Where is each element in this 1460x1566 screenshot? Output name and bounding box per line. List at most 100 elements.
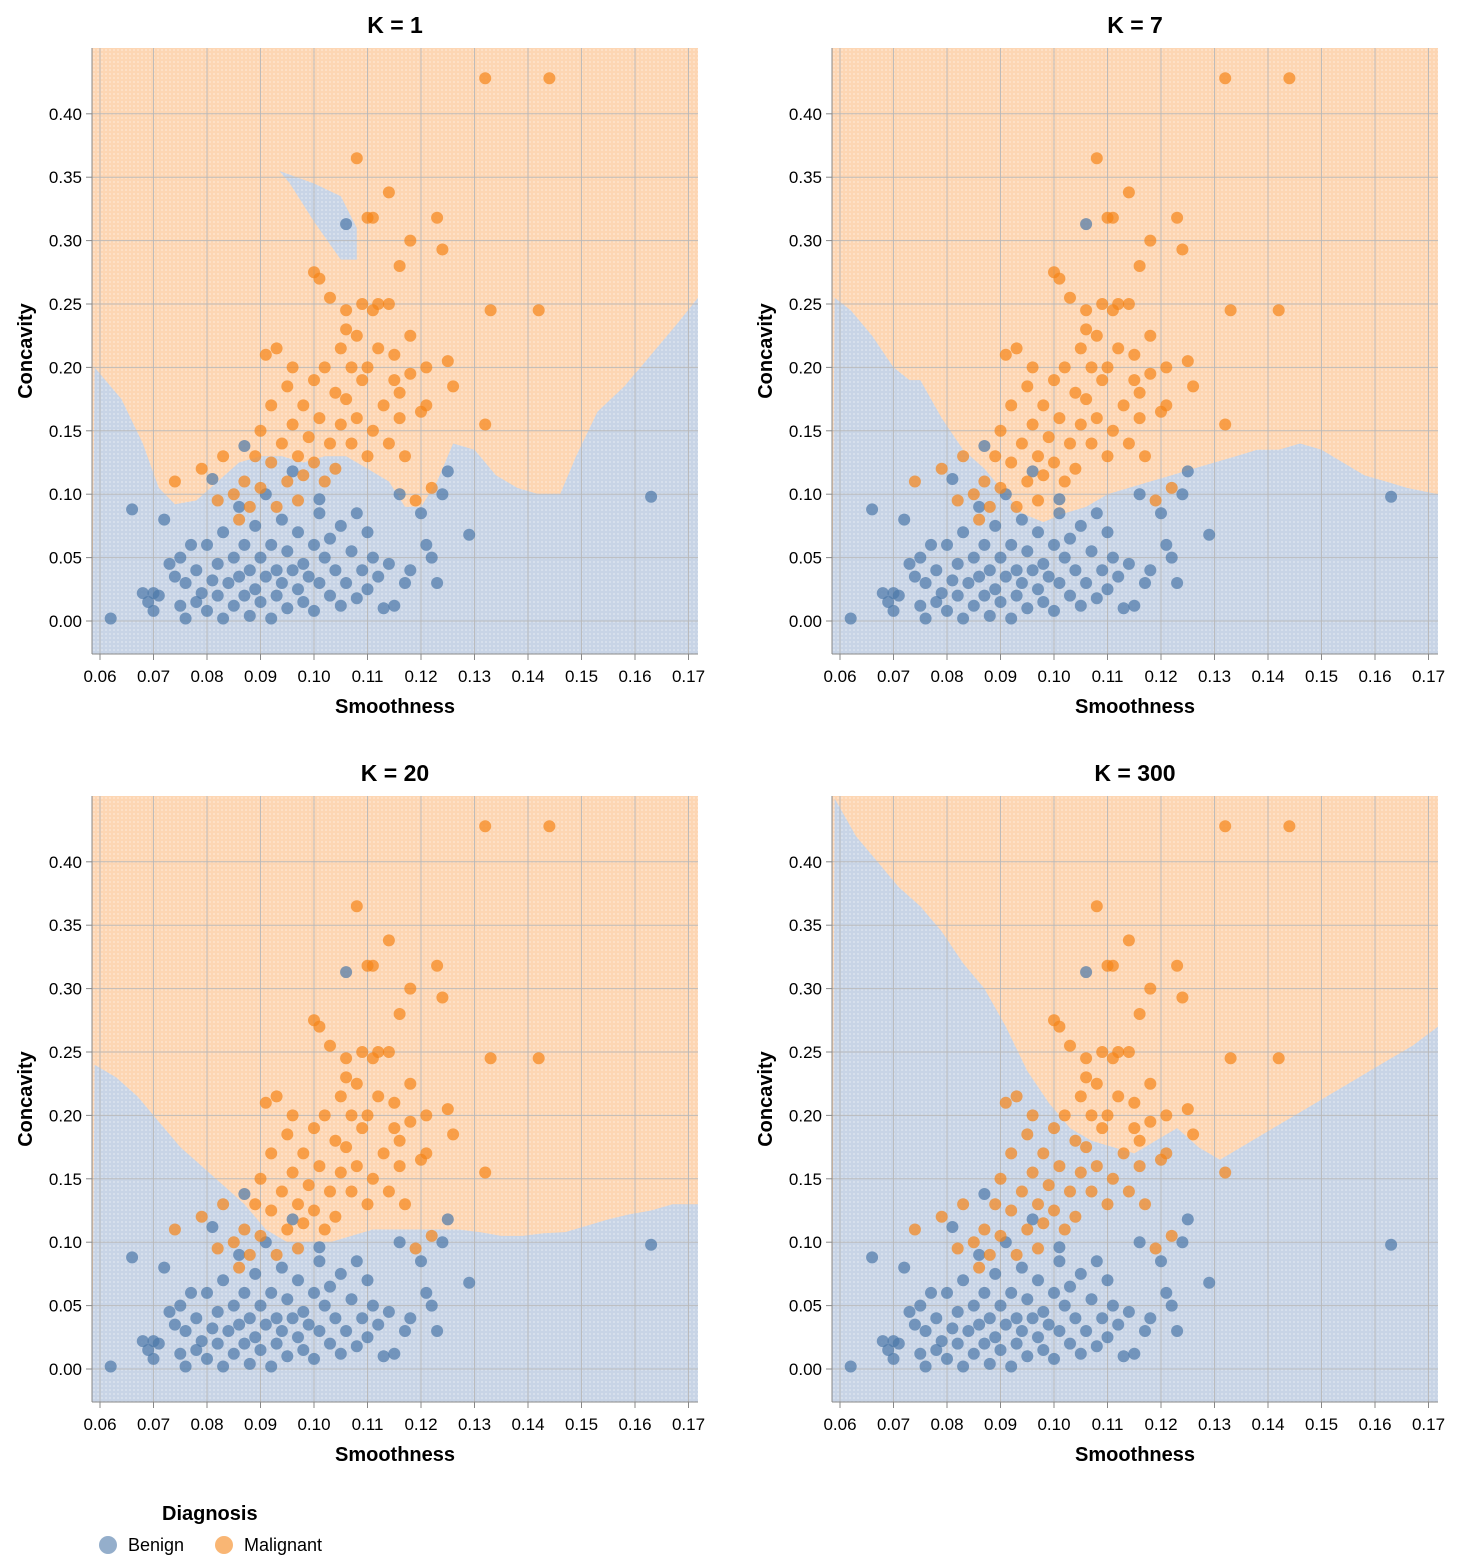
point-malignant <box>292 1198 304 1211</box>
point-malignant <box>1090 900 1103 913</box>
point-benign <box>297 557 310 570</box>
point-benign <box>254 1299 267 1312</box>
point-malignant <box>967 1236 980 1249</box>
point-benign <box>388 599 401 612</box>
y-tick-label: 0.40 <box>789 853 822 872</box>
y-tick-label: 0.30 <box>789 980 822 999</box>
point-benign <box>1032 526 1044 539</box>
x-tick-label: 0.13 <box>1198 667 1231 686</box>
point-malignant <box>254 481 267 494</box>
point-malignant <box>404 1077 417 1090</box>
point-benign <box>967 1299 980 1312</box>
x-tick-label: 0.06 <box>83 667 116 686</box>
point-malignant <box>479 1166 492 1179</box>
point-malignant <box>1010 1090 1023 1103</box>
point-malignant <box>297 1147 310 1160</box>
x-axis-title: Smoothness <box>1075 696 1195 718</box>
point-malignant <box>318 1223 331 1236</box>
point-benign <box>420 1286 433 1299</box>
point-benign <box>1048 1352 1060 1365</box>
point-benign <box>1069 1312 1082 1325</box>
point-benign <box>297 1344 310 1356</box>
x-tick-label: 0.07 <box>137 667 170 686</box>
point-malignant <box>1171 211 1184 224</box>
point-benign <box>259 570 272 583</box>
point-benign <box>1181 465 1194 478</box>
grid <box>832 48 1438 654</box>
y-axis-title: Concavity <box>755 302 777 398</box>
point-benign <box>286 465 299 478</box>
point-benign <box>1037 596 1050 608</box>
x-tick-label: 0.15 <box>565 1415 598 1434</box>
y-tick-label: 0.10 <box>49 485 82 504</box>
x-tick-label: 0.16 <box>1358 1415 1391 1434</box>
point-malignant <box>1106 959 1119 972</box>
point-benign <box>313 577 326 589</box>
point-benign <box>946 574 959 587</box>
point-malignant <box>286 361 299 374</box>
point-malignant <box>1144 234 1157 247</box>
point-benign <box>1080 1325 1093 1337</box>
point-benign <box>1010 589 1023 602</box>
point-malignant <box>238 1223 251 1236</box>
point-benign <box>1080 218 1093 231</box>
point-malignant <box>233 1261 246 1274</box>
point-malignant <box>329 1134 342 1147</box>
point-malignant <box>1026 1166 1039 1179</box>
point-benign <box>238 1286 251 1299</box>
point-malignant <box>1042 431 1055 444</box>
point-malignant <box>1005 456 1018 469</box>
y-tick-label: 0.10 <box>789 485 822 504</box>
point-benign <box>174 1347 187 1360</box>
point-malignant <box>479 820 492 833</box>
point-benign <box>286 1312 299 1325</box>
point-malignant <box>436 991 449 1004</box>
point-benign <box>249 1331 262 1344</box>
point-benign <box>393 488 406 501</box>
point-benign <box>1026 1213 1039 1226</box>
point-malignant <box>366 1172 379 1185</box>
point-malignant <box>366 211 379 224</box>
point-malignant <box>999 1096 1012 1109</box>
point-benign <box>217 1274 230 1287</box>
point-benign <box>1080 577 1093 589</box>
point-benign <box>1155 507 1167 520</box>
point-malignant <box>340 323 353 336</box>
y-tick-label: 0.10 <box>789 1233 822 1252</box>
panel-k300: 0.06 0.07 0.08 0.09 0.10 0.11 0.12 0.13 0.14 0.15… <box>755 760 1445 1466</box>
point-benign <box>190 1312 203 1325</box>
point-benign <box>1048 538 1060 551</box>
point-malignant <box>484 1052 497 1065</box>
point-malignant <box>388 1122 401 1135</box>
point-malignant <box>1149 494 1162 507</box>
point-benign <box>361 526 374 539</box>
point-benign <box>914 551 927 564</box>
point-benign <box>275 1261 288 1274</box>
point-benign <box>983 1312 996 1325</box>
x-tick-label: 0.17 <box>672 1415 705 1434</box>
point-benign <box>978 589 991 602</box>
point-malignant <box>425 481 438 494</box>
point-benign <box>275 513 288 526</box>
point-benign <box>844 1360 857 1373</box>
point-benign <box>324 1337 336 1350</box>
point-benign <box>249 1267 262 1280</box>
point-benign <box>882 596 895 608</box>
point-malignant <box>1037 399 1050 412</box>
point-benign <box>275 577 288 589</box>
point-benign <box>297 596 310 608</box>
point-malignant <box>1144 1115 1157 1128</box>
point-benign <box>1074 519 1087 532</box>
point-malignant <box>1101 361 1114 374</box>
y-axis-title: Concavity <box>755 1050 777 1146</box>
point-malignant <box>249 1198 262 1211</box>
point-benign <box>1160 538 1173 551</box>
point-malignant <box>431 211 444 224</box>
point-malignant <box>1074 342 1087 355</box>
point-benign <box>1101 526 1114 539</box>
point-malignant <box>1144 1077 1157 1090</box>
point-benign <box>973 1318 986 1331</box>
point-benign <box>163 1305 176 1318</box>
point-malignant <box>1096 1122 1109 1135</box>
point-malignant <box>1160 1109 1173 1122</box>
